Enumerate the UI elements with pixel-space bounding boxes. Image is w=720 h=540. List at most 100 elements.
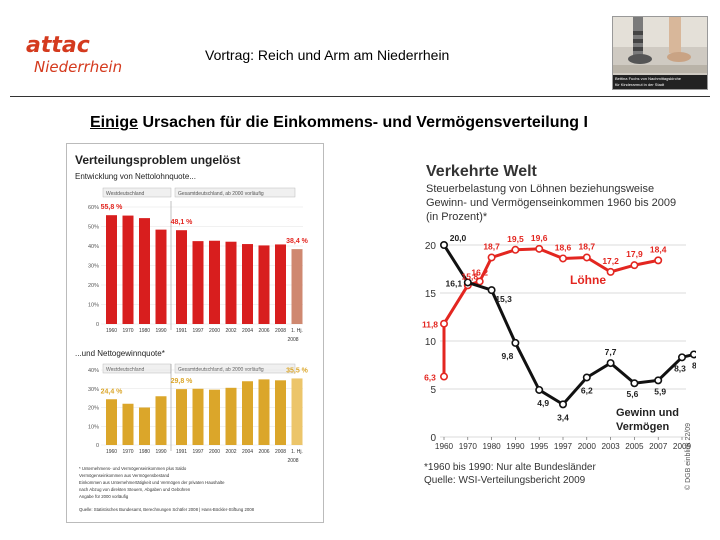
point-value-label: 20,0 xyxy=(450,233,467,243)
footnote-line: Einkommen aus Unternehmertätigkeit und V… xyxy=(79,480,225,485)
x-tick-label: 2006 xyxy=(258,449,269,455)
x-tick-label: 1980 xyxy=(139,328,150,334)
bar xyxy=(139,218,150,324)
x-tick-label: 1970 xyxy=(122,449,133,455)
bar xyxy=(176,389,187,445)
bar xyxy=(155,396,167,445)
x-tick-label: 1997 xyxy=(554,442,573,451)
y-tick-label: 20% xyxy=(88,283,99,289)
bar xyxy=(275,244,286,324)
x-tick-label: 2009 xyxy=(673,442,692,451)
x-tick-label: 1970 xyxy=(122,328,133,334)
footnote-line: * Unternehmens- und Vermögenseinkommen p… xyxy=(79,466,187,471)
y-tick-label: 60% xyxy=(88,205,99,211)
data-point xyxy=(439,372,448,381)
x-tick-label: 2004 xyxy=(242,328,253,334)
point-value-label: 8,6 xyxy=(692,360,696,370)
wage-chart-subtitle: Entwicklung von Nettolohnquote... xyxy=(75,172,196,181)
data-point xyxy=(654,256,663,265)
y-tick-label: 50% xyxy=(88,225,99,231)
bar xyxy=(275,380,286,445)
series-label-gewinn-line: Gewinn und xyxy=(616,407,679,419)
x-tick-label: 1970 xyxy=(459,442,478,451)
point-value-label: 5,6 xyxy=(626,389,638,399)
point-value-label: 18,7 xyxy=(579,241,596,251)
data-point xyxy=(630,261,639,270)
x-tick-label: 1997 xyxy=(192,449,203,455)
slide-title: Vortrag: Reich und Arm am Niederrhein xyxy=(205,47,450,63)
bar xyxy=(291,249,303,324)
bar xyxy=(258,379,270,445)
wage-profit-share-panel: Verteilungsproblem ungelöst Entwicklung … xyxy=(66,143,324,523)
y-tick-label: 0 xyxy=(96,443,99,449)
data-point xyxy=(463,278,472,287)
data-point xyxy=(475,277,484,286)
point-value-label: 6,2 xyxy=(581,385,593,395)
x-tick-label: 1980 xyxy=(139,449,150,455)
bar xyxy=(106,215,117,324)
x-tick-label: 2006 xyxy=(258,328,269,334)
bar xyxy=(106,399,117,445)
legend-label-total: Gesamtdeutschland, ab 2000 vorläufig xyxy=(178,191,264,197)
data-point xyxy=(582,373,591,382)
y-tick-label: 40% xyxy=(88,244,99,250)
bar xyxy=(242,244,253,324)
point-value-label: 9,8 xyxy=(501,351,513,361)
point-value-label: 18,6 xyxy=(555,242,572,252)
bar-value-label: 55,8 % xyxy=(101,204,124,211)
point-value-label: 17,2 xyxy=(602,256,619,266)
x-tick-label: 2000 xyxy=(578,442,597,451)
x-tick-label: 1990 xyxy=(155,328,166,334)
point-value-label: 3,4 xyxy=(557,412,569,422)
wage-chart-x-ticks: 1960 1970 1980 1990 1991 1997 2000 2002 2004 2006… xyxy=(106,328,303,334)
bar xyxy=(225,387,237,445)
line-chart-y-ticks: 0 5 10 15 20 xyxy=(425,241,437,444)
point-value-label: 19,6 xyxy=(531,233,548,243)
series-label-gewinn-line: Vermögen xyxy=(616,421,669,433)
bar-value-label: 24,4 % xyxy=(101,388,124,395)
line-chart-title: Verkehrte Welt xyxy=(426,163,538,180)
data-point xyxy=(439,319,448,328)
bar xyxy=(155,229,167,324)
line-loehne xyxy=(442,247,659,377)
bar-value-label: 35,5 % xyxy=(286,367,309,374)
x-tick-label: 1990 xyxy=(506,442,525,451)
x-tick-label: 2002 xyxy=(225,449,236,455)
data-point xyxy=(582,253,591,262)
x-tick-label: 1960 xyxy=(106,449,117,455)
x-tick-label: 1. Hj. xyxy=(291,328,303,334)
data-point xyxy=(689,350,698,359)
point-value-label: 8,3 xyxy=(674,363,686,373)
x-tick-label: 2002 xyxy=(225,328,236,334)
point-value-label: 5,9 xyxy=(654,386,666,396)
y-tick-label: 0 xyxy=(430,433,436,444)
data-point xyxy=(511,245,520,254)
line-chart-subtitle-line: (in Prozent)* xyxy=(426,211,488,223)
bar-charts: Verteilungsproblem ungelöst Entwicklung … xyxy=(75,153,309,512)
legend-label-west: Westdeutschland xyxy=(106,191,144,197)
bar xyxy=(242,381,253,445)
y-tick-label: 10% xyxy=(88,424,99,430)
data-point xyxy=(559,400,568,409)
bar-value-label: 29,8 % xyxy=(171,378,194,385)
bar xyxy=(209,240,220,324)
y-tick-label: 5 xyxy=(430,385,436,396)
x-tick-label: 1997 xyxy=(192,328,203,334)
bar-value-label: 38,4 % xyxy=(286,238,309,245)
bar xyxy=(192,388,204,445)
line-chart-grid xyxy=(440,244,686,440)
profit-chart-year-extra: 2008 xyxy=(287,458,298,464)
y-tick-label: 30% xyxy=(88,387,99,393)
series-label-loehne: Löhne xyxy=(570,273,606,287)
y-tick-label: 10% xyxy=(88,303,99,309)
bar xyxy=(291,378,303,445)
point-value-label: 16,1 xyxy=(446,278,463,288)
y-tick-label: 10 xyxy=(425,337,437,348)
legend-box-total xyxy=(174,187,296,198)
x-tick-label: 2008 xyxy=(275,449,286,455)
point-value-label: 4,9 xyxy=(537,398,549,408)
data-point xyxy=(654,376,663,385)
line-chart-subtitle-line: Steuerbelastung von Löhnen beziehungswei… xyxy=(426,183,654,195)
point-value-label: 17,9 xyxy=(626,249,643,259)
data-point xyxy=(487,253,496,262)
